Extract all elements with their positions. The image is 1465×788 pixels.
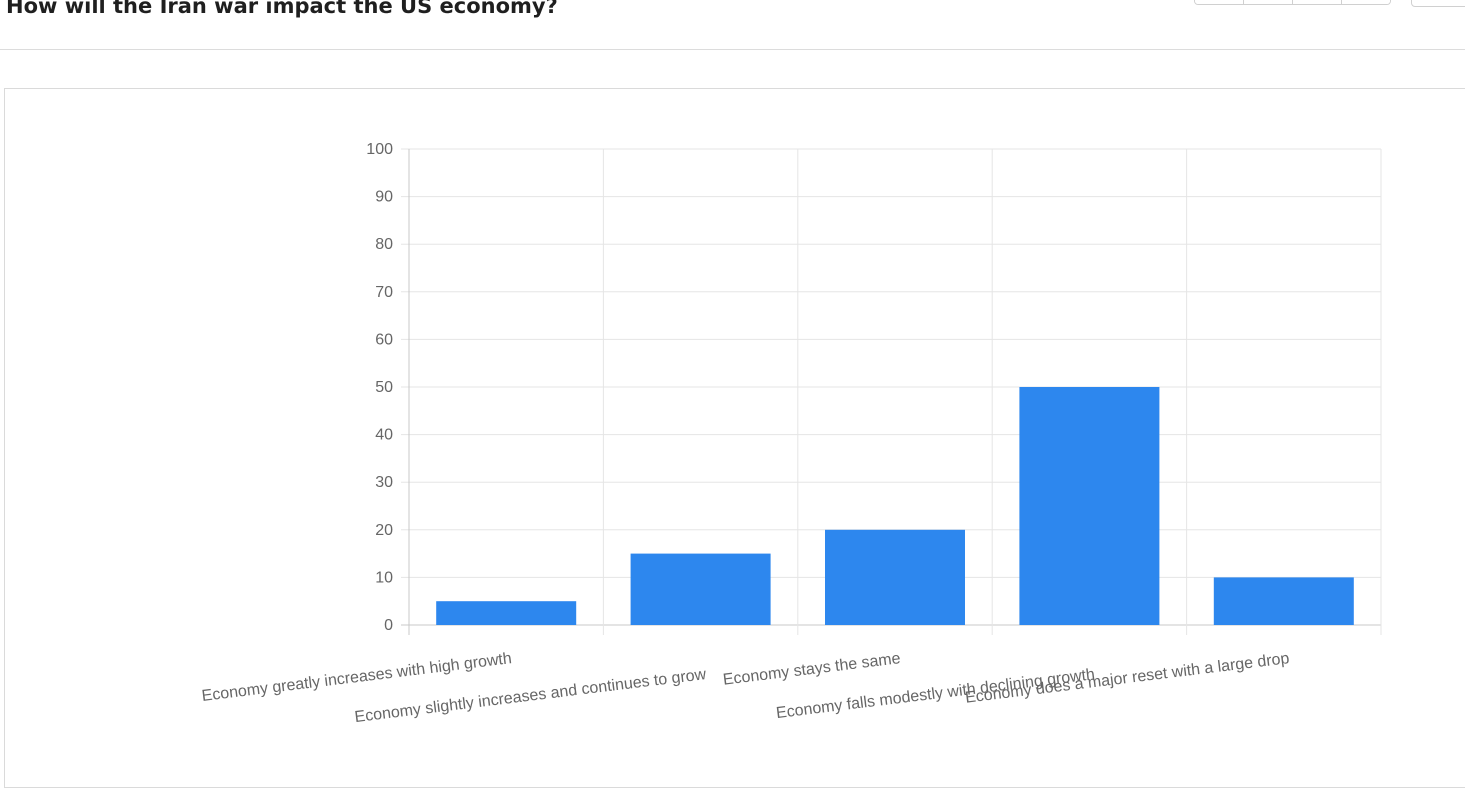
chart-type-button-group[interactable] [1194, 0, 1391, 5]
bar [825, 529, 965, 625]
bar [630, 553, 771, 625]
header-divider [0, 49, 1465, 50]
chart-type-button[interactable] [1244, 0, 1293, 4]
page-title: How will the Iran war impact the US econ… [6, 0, 558, 18]
y-tick-label: 30 [375, 474, 393, 491]
chart-type-button[interactable] [1342, 0, 1390, 4]
bar [1213, 577, 1354, 625]
chart-type-button[interactable] [1293, 0, 1342, 4]
y-tick-label: 40 [375, 427, 393, 444]
chart-type-button[interactable] [1195, 0, 1244, 4]
y-tick-label: 20 [375, 522, 393, 539]
y-tick-label: 60 [375, 331, 393, 348]
y-tick-label: 50 [375, 379, 393, 396]
y-tick-label: 70 [375, 284, 393, 301]
y-tick-label: 100 [366, 141, 393, 158]
y-tick-label: 0 [384, 617, 393, 634]
bar [1019, 387, 1160, 625]
y-tick-label: 90 [375, 189, 393, 206]
x-tick-label: Economy stays the same [722, 650, 902, 689]
bar [436, 601, 577, 625]
options-button[interactable] [1411, 0, 1465, 7]
chart-card: 0 10 20 30 40 50 60 70 80 90 100 Economy greatly in… [4, 88, 1465, 788]
y-tick-label: 80 [375, 236, 393, 253]
y-tick-label: 10 [375, 569, 393, 586]
